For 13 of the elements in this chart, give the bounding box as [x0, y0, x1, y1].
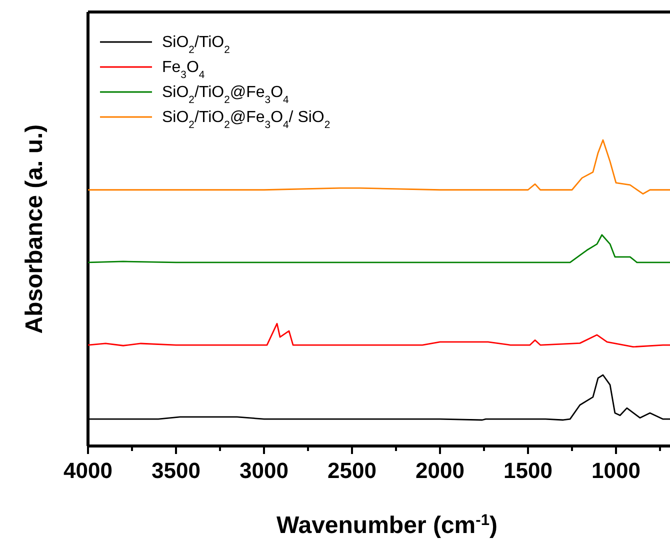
x-tick-label: 3500	[152, 458, 200, 483]
x-tick-label: 3000	[240, 458, 288, 483]
x-tick-label: 1500	[504, 458, 552, 483]
x-tick-label: 1000	[592, 458, 640, 483]
x-axis-title: Wavenumber (cm$^{-1}$)	[276, 512, 498, 539]
x-tick-label: 2000	[416, 458, 464, 483]
x-tick-label: 4000	[64, 458, 112, 483]
legend-label: SiO$_{2}$/TiO$_{2}$	[162, 34, 230, 56]
legend-label: Fe$_{3}$O$_{4}$	[162, 59, 205, 80]
legend-label: SiO$_{2}$/TiO$_{2}$@Fe$_{3}$O$_{4}$	[162, 84, 290, 106]
y-axis-title: Absorbance (a. u.)	[21, 124, 48, 334]
x-tick-label: 2500	[328, 458, 376, 483]
text: SiO$_{2}$/TiO$_{2}$@Fe$_{3}$O$_{4}$/ SiO$_{2}$	[162, 109, 330, 130]
